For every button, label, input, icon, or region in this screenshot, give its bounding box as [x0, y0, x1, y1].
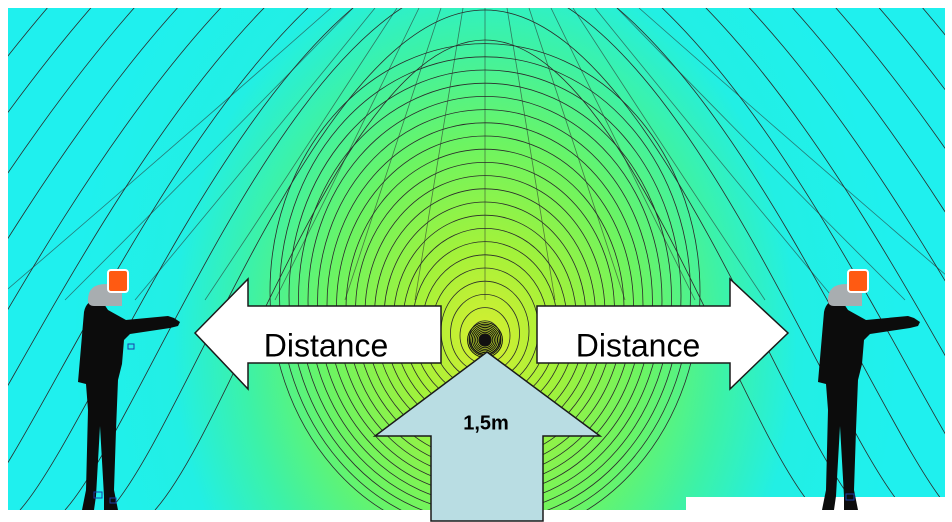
height-arrow-label: 1,5m — [463, 412, 509, 434]
right-distance-arrow: Distance — [536, 277, 790, 391]
contour-radial — [506, 8, 556, 301]
contour-radial — [8, 8, 332, 301]
worker-pointing-icon — [78, 298, 180, 510]
contour-radial — [616, 8, 906, 301]
right-person — [818, 269, 920, 510]
radiation-detector-icon — [828, 269, 869, 306]
core-ring — [478, 333, 492, 347]
core-ring — [473, 328, 497, 352]
contour-radial — [344, 8, 442, 301]
contour-curve — [64, 8, 906, 510]
contour-radial — [414, 8, 464, 301]
worker-pointing-icon — [818, 298, 920, 510]
contour-radial — [638, 8, 945, 301]
contour-radial — [572, 8, 766, 301]
contour-radial — [64, 8, 354, 301]
contour-radial — [550, 8, 696, 301]
contour-radial — [274, 8, 420, 301]
left-person — [78, 269, 180, 510]
source-point — [479, 334, 491, 346]
left-arrow-label: Distance — [264, 327, 389, 363]
core-ring — [476, 331, 494, 349]
height-arrow: 1,5m — [372, 351, 603, 522]
contour-radial — [134, 8, 376, 301]
contour-radial — [594, 8, 836, 301]
source-core — [467, 322, 503, 358]
contour-curve — [8, 8, 945, 510]
contour-radial — [204, 8, 398, 301]
radiation-detector-icon — [88, 269, 129, 306]
core-ring — [475, 330, 495, 350]
left-distance-arrow: Distance — [193, 277, 442, 391]
right-arrow-label: Distance — [576, 327, 701, 363]
contour-radial — [528, 8, 626, 301]
